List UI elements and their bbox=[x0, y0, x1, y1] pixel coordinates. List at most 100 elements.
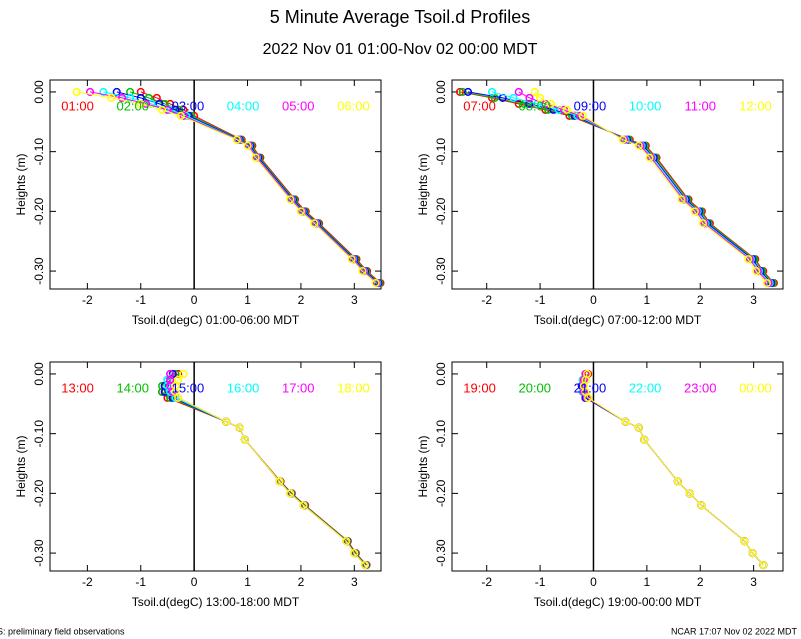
x-axis-label: Tsoil.d(degC) 13:00-18:00 MDT bbox=[132, 595, 300, 609]
x-tick-label: 2 bbox=[697, 293, 704, 307]
legend-label: 05:00 bbox=[282, 98, 315, 113]
plot-frame bbox=[451, 79, 784, 290]
profile-point bbox=[85, 87, 95, 96]
profile-point bbox=[174, 393, 183, 402]
legend-label: 12:00 bbox=[739, 98, 772, 113]
legend-label: 01:00 bbox=[61, 98, 94, 113]
profile-point bbox=[243, 141, 252, 150]
profile-point bbox=[621, 417, 630, 426]
x-tick-label: 2 bbox=[298, 575, 305, 589]
profile-point bbox=[634, 141, 643, 150]
profile-line bbox=[467, 91, 772, 284]
profile-point bbox=[752, 267, 761, 276]
x-tick-label: -2 bbox=[82, 575, 93, 589]
profile-line bbox=[129, 91, 380, 284]
profile-point bbox=[525, 93, 534, 102]
profile-point bbox=[286, 489, 295, 498]
profile-point bbox=[536, 93, 545, 102]
profile-point bbox=[299, 501, 308, 510]
profile-point bbox=[360, 560, 370, 570]
legend-label: 22:00 bbox=[629, 380, 662, 395]
x-tick-label: -2 bbox=[481, 293, 492, 307]
plot-frame bbox=[451, 361, 784, 572]
profile-point bbox=[240, 435, 249, 444]
x-tick-label: 2 bbox=[298, 293, 305, 307]
profile-point bbox=[698, 219, 707, 228]
x-tick-label: -1 bbox=[135, 575, 146, 589]
x-tick-label: 3 bbox=[750, 293, 757, 307]
profile-point bbox=[645, 153, 654, 162]
x-axis-label: Tsoil.d(degC) 19:00-00:00 MDT bbox=[534, 595, 702, 609]
x-tick-label: 1 bbox=[644, 575, 651, 589]
y-tick-label: -0.20 bbox=[32, 479, 46, 507]
x-tick-label: 1 bbox=[244, 293, 251, 307]
legend-label: 17:00 bbox=[282, 380, 315, 395]
profile-point bbox=[634, 423, 643, 432]
profile-point bbox=[118, 93, 127, 102]
profile-point bbox=[176, 111, 185, 120]
x-tick-label: -1 bbox=[535, 293, 546, 307]
y-tick-label: -0.30 bbox=[434, 257, 448, 285]
profile-point bbox=[759, 560, 768, 570]
profile-point bbox=[740, 537, 749, 546]
legend-label: 10:00 bbox=[629, 98, 662, 113]
x-tick-label: -2 bbox=[82, 293, 93, 307]
profile-line bbox=[459, 91, 775, 284]
y-axis-label: Heights (m) bbox=[416, 153, 430, 215]
legend-label: 15:00 bbox=[172, 380, 205, 395]
profile-point bbox=[744, 255, 753, 264]
profile-point bbox=[251, 153, 260, 162]
legend-label: 09:00 bbox=[574, 98, 607, 113]
profile-line bbox=[462, 91, 774, 284]
profile-point bbox=[690, 207, 699, 216]
legend-label: 06:00 bbox=[337, 98, 370, 113]
profile-point bbox=[136, 99, 145, 108]
figure-title: 5 Minute Average Tsoil.d Profiles bbox=[270, 7, 530, 27]
x-tick-label: 1 bbox=[244, 575, 251, 589]
y-tick-label: -0.10 bbox=[434, 138, 448, 166]
x-axis-label: Tsoil.d(degC) 07:00-12:00 MDT bbox=[534, 313, 702, 327]
profile-point bbox=[748, 549, 757, 558]
x-tick-label: 2 bbox=[697, 575, 704, 589]
legend-label: 03:00 bbox=[172, 98, 205, 113]
plot-frame bbox=[49, 79, 382, 290]
y-tick-label: -0.10 bbox=[32, 138, 46, 166]
profile-point bbox=[685, 489, 694, 498]
legend-label: 00:00 bbox=[739, 380, 772, 395]
x-tick-label: 3 bbox=[351, 293, 358, 307]
profile-point bbox=[487, 87, 497, 96]
profile-point bbox=[232, 135, 241, 144]
profile-point bbox=[235, 423, 244, 432]
y-axis-label: Heights (m) bbox=[416, 435, 430, 497]
footer-right: NCAR 17:07 Nov 02 2022 MDT bbox=[671, 626, 798, 636]
y-tick-label: -0.30 bbox=[434, 539, 448, 567]
profile-point bbox=[222, 417, 231, 426]
legend-label: 19:00 bbox=[463, 380, 496, 395]
x-tick-label: 0 bbox=[191, 575, 198, 589]
profile-point bbox=[296, 207, 305, 216]
y-tick-label: -0.30 bbox=[32, 539, 46, 567]
legend-label: 21:00 bbox=[574, 380, 607, 395]
profile-point bbox=[163, 105, 172, 114]
legend-label: 20:00 bbox=[518, 380, 551, 395]
legend-label: 14:00 bbox=[116, 380, 149, 395]
profile-point bbox=[562, 105, 571, 114]
x-tick-label: -2 bbox=[481, 575, 492, 589]
y-tick-label: 0.00 bbox=[32, 362, 46, 386]
y-axis-label: Heights (m) bbox=[14, 153, 28, 215]
profile-point bbox=[310, 219, 319, 228]
profile-point bbox=[342, 537, 351, 546]
x-tick-label: 0 bbox=[191, 293, 198, 307]
legend-label: 16:00 bbox=[227, 380, 260, 395]
profile-point bbox=[530, 87, 539, 96]
y-tick-label: -0.30 bbox=[32, 257, 46, 285]
legend-label: 04:00 bbox=[227, 98, 260, 113]
legend-label: 02:00 bbox=[116, 98, 149, 113]
profile-point bbox=[99, 87, 108, 96]
x-tick-label: 3 bbox=[750, 575, 757, 589]
figure-subtitle: 2022 Nov 01 01:00-Nov 02 00:00 MDT bbox=[263, 41, 538, 58]
y-tick-label: -0.20 bbox=[434, 197, 448, 225]
profile-point bbox=[107, 93, 116, 102]
profile-point bbox=[640, 435, 649, 444]
